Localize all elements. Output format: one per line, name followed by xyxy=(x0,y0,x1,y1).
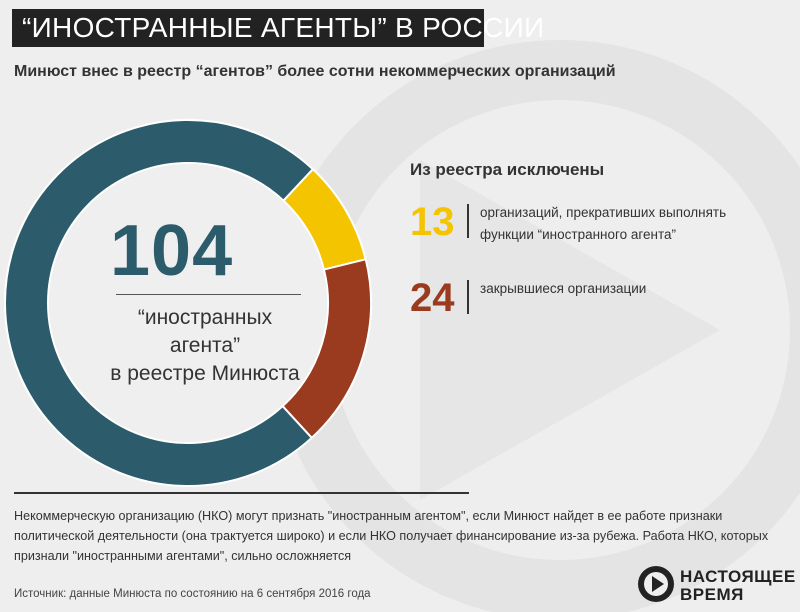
stat-text-closed: закрывшиеся организации xyxy=(480,278,790,300)
stat-divider xyxy=(467,280,469,314)
stat-text-closed-line1: закрывшиеся организации xyxy=(480,281,647,296)
excluded-heading: Из реестра исключены xyxy=(410,160,605,179)
stat-value-closed: 24 xyxy=(410,276,455,320)
stat-text-ceased: организаций, прекративших выполнять функ… xyxy=(480,202,790,246)
total-agents-label-line1: “иностранных агента” xyxy=(137,306,273,357)
source-note: Источник: данные Минюста по состоянию на… xyxy=(14,588,371,600)
total-agents-label: “иностранных агента” в реестре Минюста xyxy=(100,304,310,388)
page-title: “ИНОСТРАННЫЕ АГЕНТЫ” В РОССИИ xyxy=(12,9,544,47)
note-divider xyxy=(14,492,469,494)
brand-logo: НАСТОЯЩЕЕ ВРЕМЯ xyxy=(636,564,796,604)
stat-divider xyxy=(467,204,469,238)
page-subtitle: Минюст внес в реестр “агентов” более сот… xyxy=(14,63,616,80)
total-agents-value: 104 xyxy=(110,211,234,291)
explanatory-note: Некоммерческую организацию (НКО) могут п… xyxy=(14,509,769,563)
stat-value-ceased: 13 xyxy=(410,200,455,244)
play-logo-icon xyxy=(638,566,674,602)
stat-text-ceased-line1: организаций, прекративших выполнять xyxy=(480,205,727,220)
brand-word-line2: ВРЕМЯ xyxy=(680,585,744,604)
donut-slice-in-registry xyxy=(4,119,315,487)
total-agents-label-line2: в реестре Минюста xyxy=(110,362,300,385)
donut-hole xyxy=(49,164,327,442)
stat-text-ceased-line2: функции “иностранного агента” xyxy=(480,227,677,242)
center-divider xyxy=(116,294,301,295)
brand-word-line1: НАСТОЯЩЕЕ xyxy=(680,567,796,586)
